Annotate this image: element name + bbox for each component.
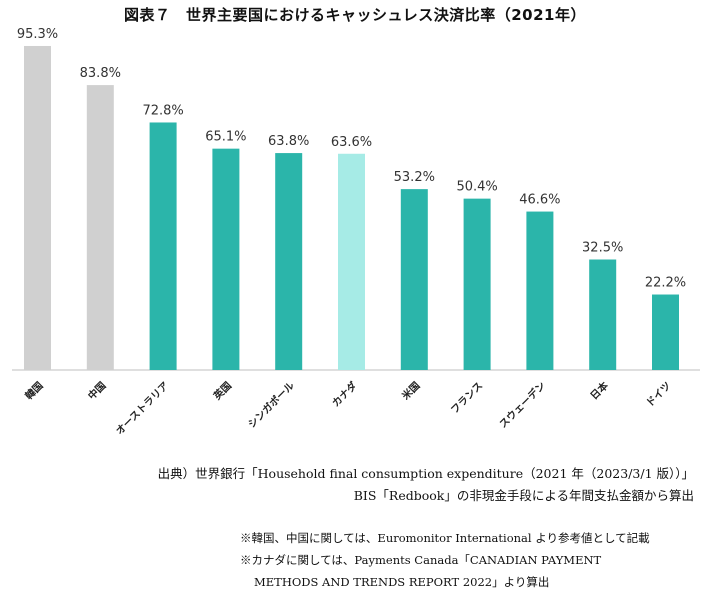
bar xyxy=(275,153,303,370)
category-label: オーストラリア xyxy=(114,380,172,438)
data-label: 65.1% xyxy=(205,130,246,145)
category-label: 中国 xyxy=(85,379,108,402)
category-label: 英国 xyxy=(210,379,234,403)
source-line-1: 出典）世界銀行「Household final consumption expe… xyxy=(157,466,694,481)
category-label: 日本 xyxy=(587,378,611,402)
footnote-1: ※韓国、中国に関しては、Euromonitor International より… xyxy=(240,531,650,545)
category-label: 米国 xyxy=(399,379,422,402)
bar xyxy=(652,294,679,370)
category-label: フランス xyxy=(449,380,486,417)
data-label: 83.8% xyxy=(80,66,121,81)
source-note: 出典）世界銀行「Household final consumption expe… xyxy=(158,463,694,507)
chart-title: 図表７ 世界主要国におけるキャッシュレス決済比率（2021年） xyxy=(124,6,586,24)
bar xyxy=(400,189,428,370)
bar xyxy=(463,198,491,370)
bar xyxy=(149,122,177,370)
bar xyxy=(338,153,365,370)
category-label: カナダ xyxy=(329,379,359,409)
data-label: 53.2% xyxy=(394,170,435,185)
category-label: シンガポール xyxy=(245,379,297,431)
bar-chart: 95.3% 韓国 83.8% 中国 72.8% オーストラリア 65.1% 英国 63.8% シン… xyxy=(12,27,700,438)
data-label: 46.6% xyxy=(519,193,560,208)
footnote-2: ※カナダに関しては、Payments Canada「CANADIAN PAYME… xyxy=(240,553,602,567)
data-label: 32.5% xyxy=(582,241,623,256)
footnotes: ※韓国、中国に関しては、Euromonitor International より… xyxy=(240,527,650,593)
bar xyxy=(526,211,554,370)
category-label: ドイツ xyxy=(644,380,674,410)
data-label: 50.4% xyxy=(456,180,497,195)
bar xyxy=(86,85,114,370)
bar xyxy=(212,148,240,370)
category-label: 韓国 xyxy=(22,379,45,402)
bar xyxy=(589,259,617,370)
bar xyxy=(24,45,51,370)
data-label: 95.3% xyxy=(17,27,58,42)
data-label: 63.8% xyxy=(268,134,309,149)
data-label: 72.8% xyxy=(142,103,183,118)
category-label: スウェーデン xyxy=(496,379,548,431)
source-line-2: BIS「Redbook」の非現金手段による年間支払金額から算出 xyxy=(353,488,694,503)
data-label: 63.6% xyxy=(331,135,372,150)
footnote-3: METHODS AND TRENDS REPORT 2022」より算出 xyxy=(254,575,550,589)
data-label: 22.2% xyxy=(645,276,686,291)
